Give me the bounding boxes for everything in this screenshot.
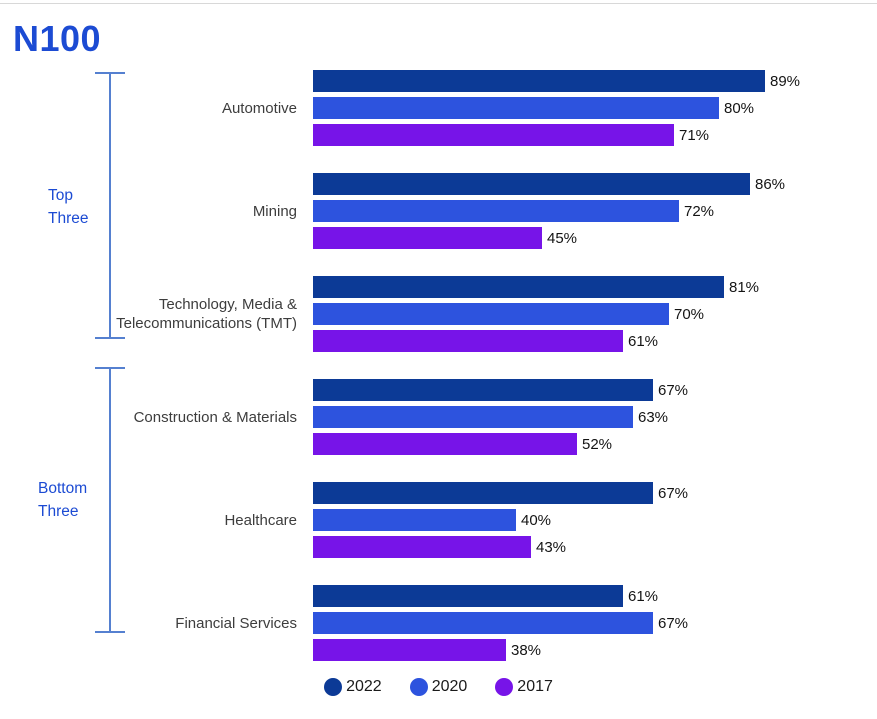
category-group: Construction & Materials 67% 63% 52% (0, 379, 877, 455)
bar-row-2022: 67% (313, 482, 877, 504)
value-label: 81% (729, 278, 760, 296)
value-label: 89% (770, 72, 801, 90)
value-label: 67% (658, 484, 689, 502)
category-group: Healthcare 67% 40% 43% (0, 482, 877, 558)
bar-row-2017: 43% (313, 536, 877, 558)
legend-label: 2017 (517, 678, 553, 695)
bar-row-2017: 71% (313, 124, 877, 146)
bottom-three-label-line2: Three (38, 503, 79, 520)
category-label: Financial Services (175, 614, 297, 632)
value-label: 70% (674, 305, 705, 323)
bar-group: 67% 63% 52% (313, 379, 877, 455)
value-label: 40% (521, 511, 552, 529)
bar-2017 (313, 536, 531, 558)
bar-2022 (313, 276, 724, 298)
bar-row-2022: 67% (313, 379, 877, 401)
category-group: Technology, Media & Telecommunications (… (0, 276, 877, 352)
bar-group: 67% 40% 43% (313, 482, 877, 558)
bar-2017 (313, 124, 674, 146)
value-label: 61% (628, 332, 659, 350)
bottom-three-label-line1: Bottom (38, 480, 88, 497)
value-label: 61% (628, 587, 659, 605)
chart-legend: 2022 2020 2017 (0, 678, 877, 696)
bar-row-2022: 89% (313, 70, 877, 92)
bar-group: 89% 80% 71% (313, 70, 877, 146)
value-label: 86% (755, 175, 786, 193)
top-three-label-line1: Top (48, 187, 73, 204)
bar-row-2020: 63% (313, 406, 877, 428)
bar-2020 (313, 406, 633, 428)
bar-row-2022: 86% (313, 173, 877, 195)
value-label: 43% (536, 538, 567, 556)
bar-row-2017: 38% (313, 639, 877, 661)
bar-group: 86% 72% 45% (313, 173, 877, 249)
bar-row-2022: 81% (313, 276, 877, 298)
bar-row-2020: 72% (313, 200, 877, 222)
legend-item-2020: 2020 (409, 678, 468, 696)
value-label: 52% (582, 435, 613, 453)
bar-group: 61% 67% 38% (313, 585, 877, 661)
value-label: 72% (684, 202, 715, 220)
value-label: 63% (638, 408, 669, 426)
legend-item-2022: 2022 (324, 678, 382, 696)
bar-row-2020: 40% (313, 509, 877, 531)
bar-row-2020: 67% (313, 612, 877, 634)
bar-row-2020: 80% (313, 97, 877, 119)
category-label: Healthcare (224, 511, 297, 529)
bar-2022 (313, 70, 765, 92)
bottom-three-label: Bottom Three (38, 477, 87, 523)
chart-title: N100 (13, 18, 102, 59)
bar-2020 (313, 97, 719, 119)
top-three-label-line2: Three (48, 210, 89, 227)
value-label: 80% (724, 99, 755, 117)
value-label: 71% (679, 126, 710, 144)
bar-2020 (313, 612, 653, 634)
bar-2022 (313, 482, 653, 504)
category-label: Technology, Media & Telecommunications (… (116, 296, 297, 332)
legend-label: 2022 (346, 678, 382, 695)
category-group: Financial Services 61% 67% 38% (0, 585, 877, 661)
category-label: Automotive (221, 99, 297, 117)
value-label: 45% (547, 229, 578, 247)
legend-dot-2017 (495, 678, 514, 696)
category-label: Mining (252, 202, 297, 220)
bar-2017 (313, 433, 577, 455)
bar-2020 (313, 200, 679, 222)
bar-group: 81% 70% 61% (313, 276, 877, 352)
bar-row-2017: 52% (313, 433, 877, 455)
bar-2022 (313, 379, 653, 401)
bar-2017 (313, 227, 542, 249)
top-divider (0, 3, 877, 4)
bar-row-2017: 45% (313, 227, 877, 249)
bar-row-2022: 61% (313, 585, 877, 607)
legend-item-2017: 2017 (495, 678, 553, 696)
bottom-three-bracket (95, 367, 125, 633)
category-group: Mining 86% 72% 45% (0, 173, 877, 249)
value-label: 38% (511, 641, 542, 659)
category-group: Automotive 89% 80% 71% (0, 70, 877, 146)
bar-2022 (313, 585, 623, 607)
top-three-label: Top Three (48, 184, 89, 230)
value-label: 67% (658, 614, 689, 632)
bar-2020 (313, 303, 669, 325)
top-three-bracket (95, 72, 125, 339)
bar-2020 (313, 509, 516, 531)
legend-dot-2020 (409, 678, 428, 696)
legend-label: 2020 (431, 678, 468, 695)
value-label: 67% (658, 381, 689, 399)
bar-2022 (313, 173, 750, 195)
bar-row-2017: 61% (313, 330, 877, 352)
bar-2017 (313, 330, 623, 352)
category-label: Construction & Materials (133, 408, 297, 426)
bar-2017 (313, 639, 506, 661)
legend-dot-2022 (324, 678, 343, 696)
bar-row-2020: 70% (313, 303, 877, 325)
chart-rows: Automotive 89% 80% 71% Mining 86% 72% 45% Techno… (0, 70, 877, 688)
